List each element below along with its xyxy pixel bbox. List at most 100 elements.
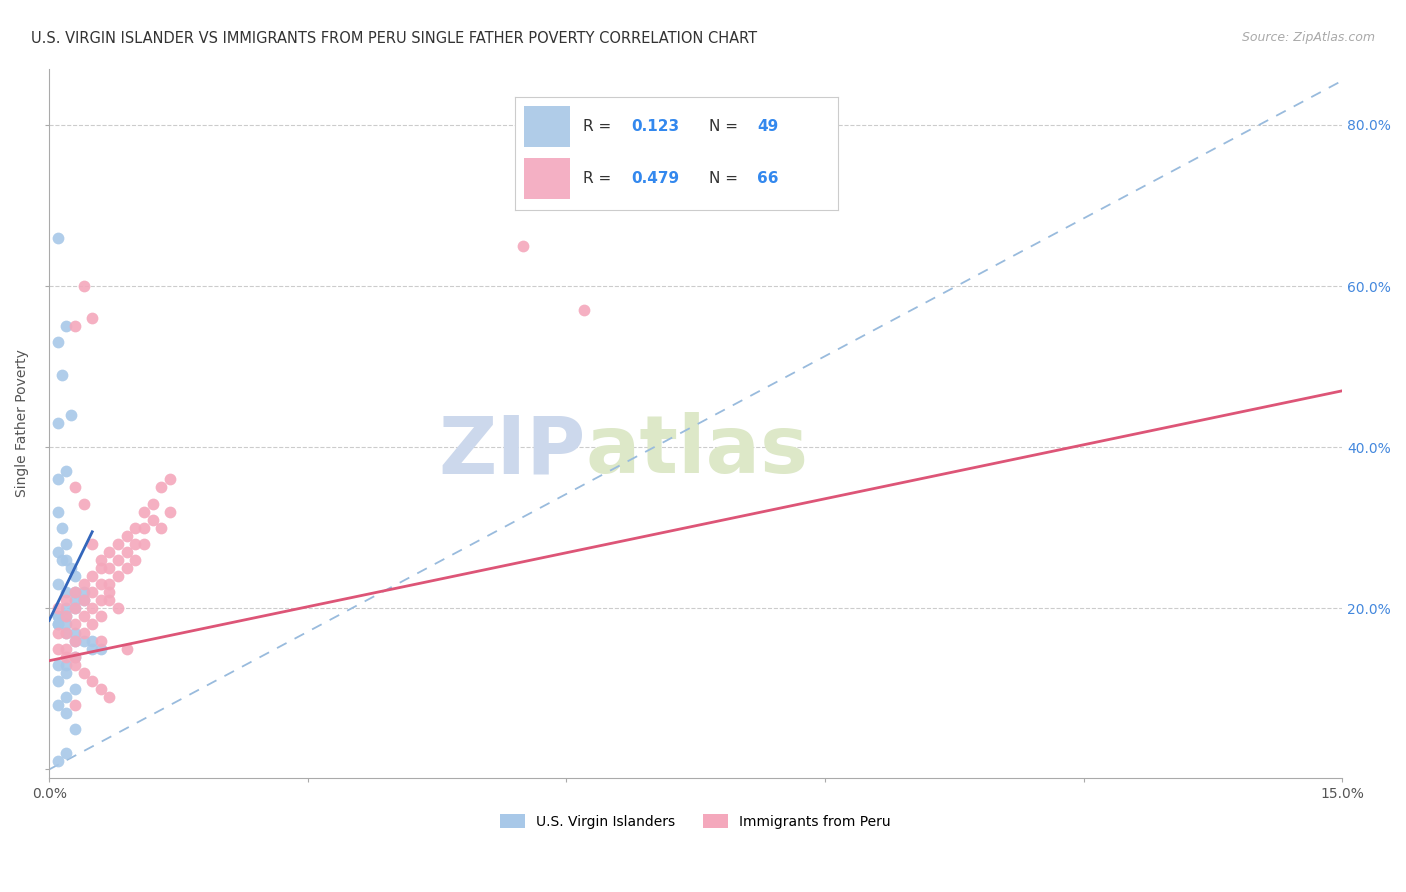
Point bbox=[51, 521, 73, 535]
Point bbox=[46, 698, 69, 712]
Point bbox=[55, 625, 77, 640]
Point bbox=[63, 681, 86, 696]
Point bbox=[82, 641, 104, 656]
Point bbox=[51, 368, 73, 382]
Point bbox=[63, 633, 86, 648]
Point bbox=[51, 553, 73, 567]
Point bbox=[82, 673, 104, 688]
Legend: U.S. Virgin Islanders, Immigrants from Peru: U.S. Virgin Islanders, Immigrants from P… bbox=[495, 808, 897, 834]
Point bbox=[46, 625, 69, 640]
Point bbox=[90, 681, 112, 696]
Point bbox=[55, 585, 77, 599]
Point bbox=[55, 553, 77, 567]
Point bbox=[46, 755, 69, 769]
Point bbox=[82, 601, 104, 615]
Point bbox=[82, 569, 104, 583]
Point bbox=[55, 657, 77, 672]
Point bbox=[55, 617, 77, 632]
Point bbox=[63, 585, 86, 599]
Point bbox=[124, 521, 146, 535]
Point bbox=[90, 561, 112, 575]
Point bbox=[63, 649, 86, 664]
Point bbox=[72, 593, 94, 607]
Point bbox=[55, 641, 77, 656]
Text: atlas: atlas bbox=[586, 412, 808, 491]
Point bbox=[63, 657, 86, 672]
Point bbox=[132, 537, 155, 551]
Point bbox=[63, 722, 86, 736]
Point bbox=[98, 585, 121, 599]
Point bbox=[63, 617, 86, 632]
Point bbox=[90, 577, 112, 591]
Point bbox=[59, 408, 82, 422]
Point bbox=[55, 649, 77, 664]
Point bbox=[46, 609, 69, 624]
Point bbox=[142, 513, 165, 527]
Point bbox=[63, 585, 86, 599]
Y-axis label: Single Father Poverty: Single Father Poverty bbox=[15, 349, 30, 497]
Text: U.S. VIRGIN ISLANDER VS IMMIGRANTS FROM PERU SINGLE FATHER POVERTY CORRELATION C: U.S. VIRGIN ISLANDER VS IMMIGRANTS FROM … bbox=[31, 31, 756, 46]
Point bbox=[115, 529, 138, 543]
Point bbox=[90, 593, 112, 607]
Point bbox=[72, 609, 94, 624]
Point bbox=[46, 472, 69, 486]
Point bbox=[107, 601, 129, 615]
Point bbox=[159, 505, 181, 519]
Point bbox=[132, 521, 155, 535]
Point bbox=[82, 585, 104, 599]
Point bbox=[82, 617, 104, 632]
Point bbox=[124, 537, 146, 551]
Point bbox=[98, 561, 121, 575]
Point bbox=[72, 577, 94, 591]
Point bbox=[55, 665, 77, 680]
Point bbox=[63, 569, 86, 583]
Point bbox=[90, 609, 112, 624]
Point bbox=[107, 569, 129, 583]
Point bbox=[46, 617, 69, 632]
Point bbox=[98, 545, 121, 559]
Point bbox=[72, 625, 94, 640]
Point bbox=[55, 609, 77, 624]
Point bbox=[72, 279, 94, 293]
Point bbox=[72, 497, 94, 511]
Point bbox=[63, 601, 86, 615]
Point bbox=[63, 649, 86, 664]
Point bbox=[572, 303, 595, 318]
Point bbox=[46, 416, 69, 430]
Point bbox=[82, 311, 104, 326]
Point bbox=[55, 690, 77, 704]
Point bbox=[55, 593, 77, 607]
Point bbox=[63, 593, 86, 607]
Point bbox=[46, 335, 69, 350]
Point bbox=[115, 561, 138, 575]
Point bbox=[72, 633, 94, 648]
Point bbox=[63, 633, 86, 648]
Point bbox=[107, 537, 129, 551]
Point bbox=[142, 497, 165, 511]
Point bbox=[90, 641, 112, 656]
Point bbox=[46, 505, 69, 519]
Point bbox=[98, 593, 121, 607]
Point bbox=[90, 633, 112, 648]
Point bbox=[63, 319, 86, 334]
Point bbox=[55, 609, 77, 624]
Point bbox=[115, 545, 138, 559]
Point bbox=[82, 537, 104, 551]
Point bbox=[55, 601, 77, 615]
Point bbox=[46, 609, 69, 624]
Point bbox=[98, 690, 121, 704]
Text: Source: ZipAtlas.com: Source: ZipAtlas.com bbox=[1241, 31, 1375, 45]
Point bbox=[63, 625, 86, 640]
Point bbox=[46, 601, 69, 615]
Point bbox=[46, 657, 69, 672]
Point bbox=[59, 561, 82, 575]
Point bbox=[46, 545, 69, 559]
Point bbox=[159, 472, 181, 486]
Point bbox=[55, 747, 77, 761]
Point bbox=[115, 641, 138, 656]
Point bbox=[55, 319, 77, 334]
Point bbox=[46, 577, 69, 591]
Point bbox=[55, 464, 77, 478]
Point bbox=[512, 239, 534, 253]
Point bbox=[90, 553, 112, 567]
